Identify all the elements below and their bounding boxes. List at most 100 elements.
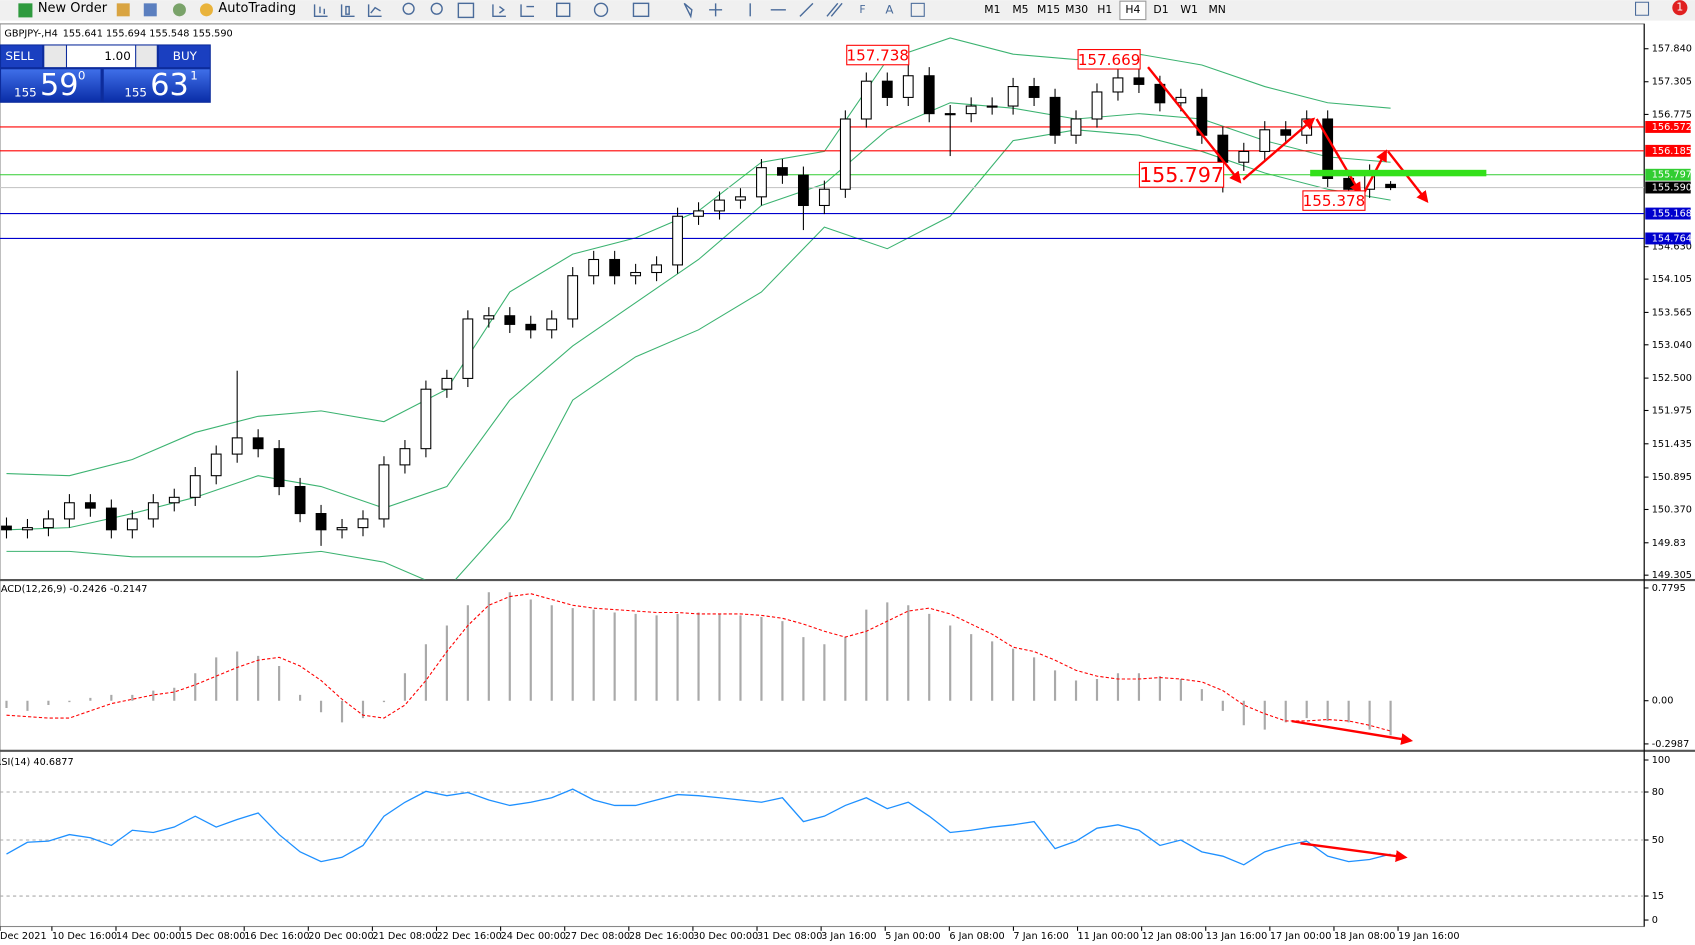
pane (0, 37, 1645, 580)
x-tick-label: 13 Jan 16:00 (1206, 931, 1268, 942)
sell-price-box[interactable] (1, 69, 101, 102)
pane (5, 592, 1392, 736)
timeframe-button[interactable]: H4 (1125, 3, 1140, 16)
candle-body (1259, 129, 1271, 152)
x-tick-label: 11 Jan 00:00 (1078, 931, 1140, 942)
x-tick-label: 5 Jan 00:00 (885, 931, 940, 942)
tool-icon[interactable] (116, 3, 130, 17)
candle-body (1028, 86, 1040, 98)
alert-badge[interactable] (1672, 0, 1688, 16)
pane-axis: 157.840 157.305 156.775 154.630 154.105 153.5… (1644, 44, 1692, 581)
candle-body (43, 518, 54, 529)
buy-price-frac: 1 (190, 68, 198, 82)
lot-value[interactable]: 1.00 (104, 49, 130, 63)
candle-body (273, 448, 285, 488)
annotation-label: 155.797 (1139, 163, 1224, 187)
pane-axis: 0.7795 0.00 -0.2987 (1644, 583, 1689, 750)
x-tick-label: 31 Dec 08:00 (757, 931, 822, 942)
new-order-icon[interactable] (18, 3, 33, 18)
candle-body (441, 377, 453, 390)
tool-icon[interactable]: F (859, 3, 865, 16)
toolbar-bg (0, 0, 1695, 21)
candle-body (965, 105, 977, 115)
candle-body (756, 167, 767, 198)
y-tick-label: 154.105 (1652, 274, 1692, 285)
y-tick-label: 154.630 (1652, 242, 1692, 253)
candle-body (63, 502, 75, 520)
candle-body (1, 525, 12, 531)
candle-body (525, 323, 537, 331)
timeframe-button[interactable]: M1 (984, 3, 1000, 16)
y-tick-label: 0.7795 (1652, 583, 1686, 594)
price-level-label: 155.168 (1652, 209, 1692, 220)
tool-icon[interactable] (143, 3, 157, 17)
y-tick-label: 156.775 (1652, 109, 1692, 120)
candle-body (315, 513, 327, 531)
sell-label[interactable]: SELL (5, 49, 34, 63)
buy-price-pips: 63 (150, 68, 189, 103)
new-order-button[interactable]: New Order (38, 1, 108, 16)
macd-divergence-arrow (1291, 719, 1414, 745)
price-level-label: 156.185 (1652, 146, 1692, 157)
x-tick-label: 7 Jan 16:00 (1013, 931, 1068, 942)
sell-button[interactable] (1, 45, 43, 68)
tool-icon[interactable]: A (885, 2, 894, 16)
lot-input[interactable] (67, 45, 136, 68)
x-tick-label: 10 Dec 16:00 (52, 931, 117, 942)
x-tick-label: 14 Dec 00:00 (116, 931, 181, 942)
x-tick-label: 16 Dec 16:00 (244, 931, 309, 942)
lot-decrease[interactable] (44, 45, 66, 68)
autotrading-icon[interactable] (199, 3, 213, 17)
buy-price-box[interactable] (103, 69, 210, 102)
buy-label[interactable]: BUY (173, 49, 198, 63)
tool-icon[interactable] (910, 2, 925, 17)
toolbar-icons[interactable] (313, 2, 843, 19)
sell-price-pips: 59 (40, 68, 78, 103)
candle-body (735, 196, 746, 201)
candle-body (1175, 96, 1187, 104)
candle-body (1070, 118, 1082, 136)
macd-title: MACD(12,26,9) -0.2426 -0.2147 (0, 584, 147, 595)
annotation-box (1302, 190, 1366, 211)
candle-body (630, 271, 642, 277)
candle-body (22, 527, 33, 531)
timeframe-button[interactable]: M15 (1037, 3, 1060, 16)
timeframe-button[interactable]: M30 (1065, 3, 1088, 16)
annotation-label: 155.378 (1303, 192, 1366, 210)
timeframe-button[interactable]: M5 (1012, 3, 1028, 16)
trend-arrow (1242, 117, 1316, 181)
price-level-tag (1645, 121, 1691, 133)
price-level-tag (1645, 168, 1691, 181)
timeframe-button[interactable]: W1 (1180, 3, 1198, 16)
candle-body (126, 518, 138, 531)
timeframe-button[interactable]: D1 (1153, 3, 1168, 16)
search-icon[interactable] (1635, 1, 1650, 16)
tool-icon[interactable] (172, 3, 186, 17)
lot-increase[interactable] (136, 45, 157, 68)
price-level-label: 154.764 (1652, 233, 1692, 244)
one-click-panel: SELL 1.00 BUY 155 59 0 155 63 1 (0, 44, 211, 103)
candle-body (818, 188, 830, 207)
x-tick-label: 27 Dec 08:00 (565, 931, 630, 942)
autotrading-button[interactable]: AutoTrading (218, 1, 296, 16)
x-tick-label: 6 Jan 08:00 (949, 931, 1004, 942)
timeframe-button[interactable]: H1 (1097, 3, 1112, 16)
candle-body (189, 475, 201, 498)
y-tick-label: 150.895 (1652, 472, 1692, 483)
candle-body (210, 453, 222, 477)
candle-body (777, 167, 788, 176)
chart-symbol: GBPJPY-,H4 (4, 29, 57, 40)
candle-body (147, 502, 159, 520)
timeframe-active[interactable] (1119, 0, 1147, 21)
candle-body (546, 318, 558, 331)
timeframe-button[interactable]: MN (1208, 3, 1225, 16)
toolbar: New Order AutoTrading F A 1 (0, 0, 1695, 21)
y-tick-label: 157.305 (1652, 77, 1692, 88)
x-tick-label: 28 Dec 16:00 (629, 931, 694, 942)
buy-button[interactable] (158, 45, 210, 68)
candle-body (881, 80, 893, 98)
y-tick-label: 150.370 (1652, 504, 1692, 515)
candle-body (483, 315, 495, 320)
price-level-label: 155.590 (1652, 183, 1692, 194)
